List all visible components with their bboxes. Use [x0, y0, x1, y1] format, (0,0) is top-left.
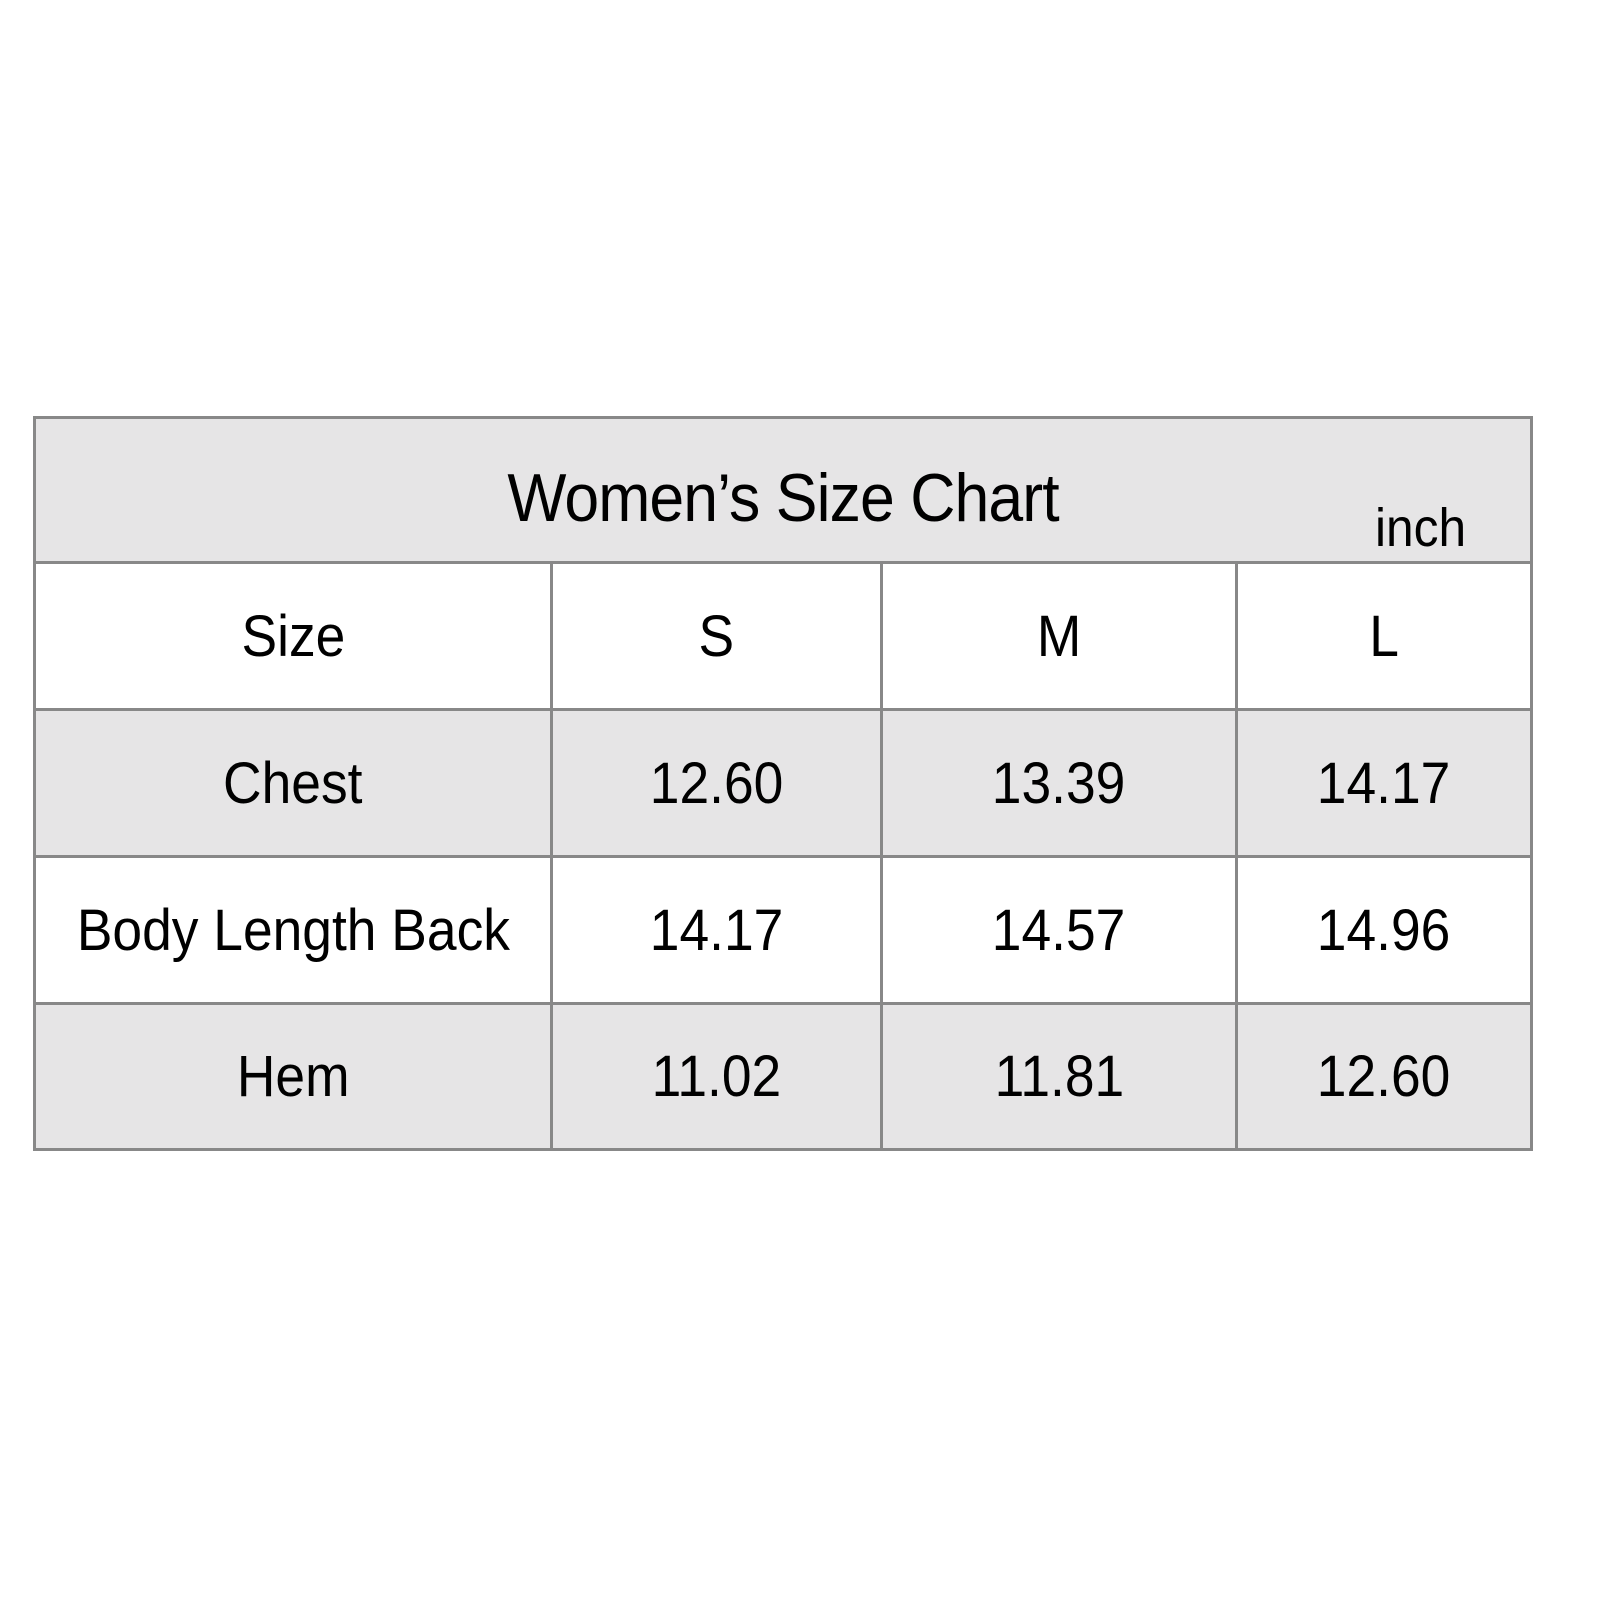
header-cell: S [553, 564, 883, 708]
header-cell: M [883, 564, 1238, 708]
header-l: L [1369, 603, 1399, 669]
table-cell: 12.60 [553, 711, 883, 855]
cell-value: 12.60 [649, 750, 784, 816]
table-cell: 14.96 [1238, 858, 1530, 1002]
unit-label: inch [1374, 498, 1467, 558]
table-row-chest: Chest 12.60 13.39 14.17 [36, 711, 1530, 858]
chart-title: Women’s Size Chart [507, 460, 1059, 536]
table-cell: 11.02 [553, 1005, 883, 1148]
header-cell: Size [36, 564, 553, 708]
cell-value: 14.96 [1317, 897, 1451, 963]
cell-value: 14.17 [649, 897, 784, 963]
table-cell: 11.81 [883, 1005, 1238, 1148]
header-m: M [1036, 603, 1082, 669]
table-cell: 12.60 [1238, 1005, 1530, 1148]
cell-value: 13.39 [992, 750, 1126, 816]
row-label: Chest [36, 711, 553, 855]
header-size: Size [241, 603, 345, 669]
row-label-text: Hem [236, 1044, 350, 1109]
cell-value: 14.57 [992, 897, 1126, 963]
row-label-text: Chest [223, 750, 363, 816]
table-row-body-length: Body Length Back 14.17 14.57 14.96 [36, 858, 1530, 1005]
header-row: Size S M L [36, 564, 1530, 711]
table-cell: 14.17 [553, 858, 883, 1002]
cell-value: 14.17 [1317, 750, 1451, 816]
title-row: Women’s Size Chart inch [36, 419, 1530, 564]
row-label: Body Length Back [36, 858, 553, 1002]
table-cell: 14.57 [883, 858, 1238, 1002]
table-row-hem: Hem 11.02 11.81 12.60 [36, 1005, 1530, 1148]
header-s: S [698, 603, 735, 669]
table-cell: 14.17 [1238, 711, 1530, 855]
size-chart-table: Women’s Size Chart inch Size S M L Chest… [33, 416, 1533, 1151]
row-label-text: Body Length Back [76, 897, 510, 963]
header-cell: L [1238, 564, 1530, 708]
row-label: Hem [36, 1005, 553, 1148]
cell-value: 11.81 [994, 1044, 1124, 1109]
cell-value: 12.60 [1317, 1044, 1451, 1109]
table-cell: 13.39 [883, 711, 1238, 855]
cell-value: 11.02 [651, 1044, 782, 1109]
